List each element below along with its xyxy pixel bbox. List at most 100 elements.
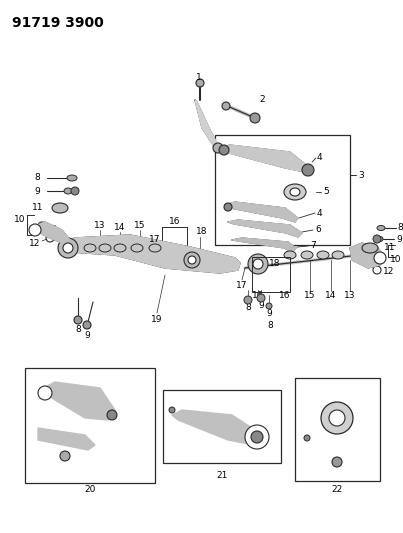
Text: 3: 3 [358, 171, 364, 180]
Text: 18: 18 [269, 259, 281, 268]
Ellipse shape [149, 244, 161, 252]
Circle shape [219, 145, 229, 155]
Circle shape [302, 164, 314, 176]
Ellipse shape [377, 225, 385, 230]
Ellipse shape [52, 203, 68, 213]
Polygon shape [40, 382, 115, 420]
Text: 9: 9 [266, 309, 272, 318]
Circle shape [60, 451, 70, 461]
Bar [295, 378, 380, 481]
Circle shape [250, 113, 260, 123]
Circle shape [107, 410, 117, 420]
Text: 10: 10 [390, 255, 401, 264]
Polygon shape [172, 410, 260, 445]
Ellipse shape [131, 244, 143, 252]
Text: 9: 9 [258, 301, 264, 310]
Text: 21: 21 [216, 471, 228, 480]
Text: 11: 11 [384, 244, 395, 253]
Circle shape [224, 203, 232, 211]
Polygon shape [228, 220, 302, 237]
Bar [215, 135, 350, 245]
Text: 9: 9 [34, 187, 40, 196]
Circle shape [71, 187, 79, 195]
Circle shape [245, 425, 269, 449]
Text: 19: 19 [151, 316, 163, 325]
Circle shape [38, 386, 52, 400]
Circle shape [266, 303, 272, 309]
Polygon shape [350, 243, 385, 268]
Text: 8: 8 [397, 223, 403, 232]
Text: 2: 2 [259, 95, 265, 104]
Circle shape [196, 79, 204, 87]
Circle shape [169, 407, 175, 413]
Circle shape [188, 256, 196, 264]
Text: 4: 4 [317, 208, 323, 217]
Circle shape [184, 252, 200, 268]
Circle shape [74, 316, 82, 324]
Circle shape [332, 457, 342, 467]
Text: 12: 12 [383, 268, 395, 277]
Polygon shape [30, 222, 70, 244]
Text: 12: 12 [29, 238, 40, 247]
Circle shape [248, 254, 268, 274]
Text: 1: 1 [196, 72, 202, 82]
Polygon shape [220, 145, 310, 172]
Ellipse shape [362, 243, 378, 253]
Text: 16: 16 [169, 217, 181, 227]
Ellipse shape [114, 244, 126, 252]
Circle shape [257, 294, 265, 302]
Text: 20: 20 [84, 486, 96, 495]
Circle shape [213, 143, 223, 153]
Ellipse shape [284, 184, 306, 200]
Text: 6: 6 [315, 225, 321, 235]
Circle shape [304, 435, 310, 441]
Circle shape [244, 296, 252, 304]
Text: 18: 18 [196, 228, 208, 237]
Ellipse shape [301, 251, 313, 259]
Circle shape [38, 222, 46, 230]
Text: 14: 14 [325, 292, 337, 301]
Circle shape [374, 252, 386, 264]
Circle shape [58, 238, 78, 258]
Polygon shape [60, 235, 240, 273]
Circle shape [29, 224, 41, 236]
Bar [163, 390, 281, 463]
Text: 11: 11 [31, 204, 43, 213]
Circle shape [222, 102, 230, 110]
Ellipse shape [84, 244, 96, 252]
Text: 9: 9 [84, 330, 90, 340]
Polygon shape [232, 238, 296, 252]
Text: 16: 16 [252, 290, 264, 300]
Text: 17: 17 [149, 236, 161, 245]
Circle shape [373, 235, 381, 243]
Text: 13: 13 [344, 292, 356, 301]
Text: 22: 22 [331, 486, 343, 495]
Ellipse shape [99, 244, 111, 252]
Circle shape [321, 402, 353, 434]
Ellipse shape [317, 251, 329, 259]
Circle shape [253, 259, 263, 269]
Text: 91719 3900: 91719 3900 [12, 16, 104, 30]
Text: 17: 17 [236, 280, 248, 289]
Text: 8: 8 [75, 326, 81, 335]
Text: 15: 15 [304, 292, 316, 301]
Text: 13: 13 [94, 222, 106, 230]
Text: 8: 8 [245, 303, 251, 311]
Ellipse shape [377, 237, 383, 241]
Text: 4: 4 [317, 154, 323, 163]
Text: 8: 8 [267, 320, 273, 329]
Circle shape [329, 410, 345, 426]
Ellipse shape [67, 175, 77, 181]
Ellipse shape [332, 251, 344, 259]
Text: 10: 10 [13, 215, 25, 224]
Text: 9: 9 [396, 235, 402, 244]
Text: 16: 16 [279, 292, 291, 301]
Bar [25, 368, 155, 483]
Text: 15: 15 [134, 222, 146, 230]
Polygon shape [195, 100, 222, 150]
Text: 5: 5 [323, 188, 329, 197]
Polygon shape [38, 428, 95, 450]
Ellipse shape [64, 188, 72, 194]
Text: 14: 14 [114, 223, 126, 232]
Ellipse shape [284, 251, 296, 259]
